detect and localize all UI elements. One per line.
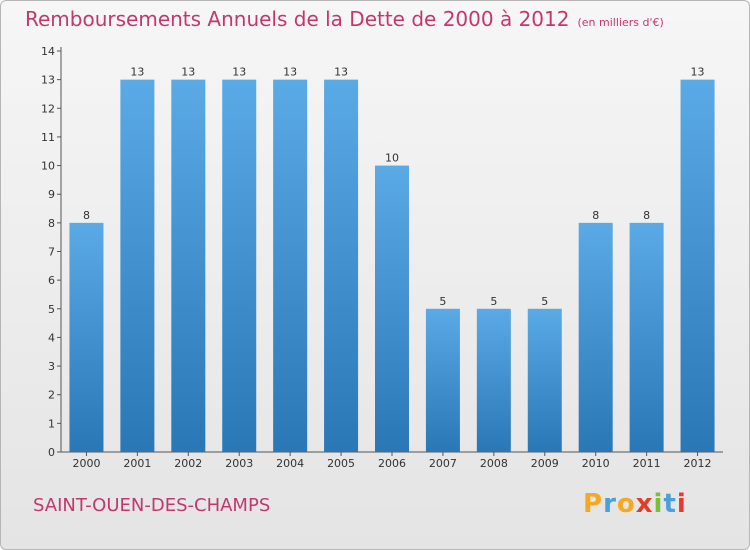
y-tick-label: 5 [48,303,55,316]
y-tick-label: 0 [48,446,55,459]
data-label: 5 [490,295,497,308]
bar [527,308,562,452]
x-tick-label: 2004 [276,457,304,470]
y-tick-label: 2 [48,389,55,402]
bar [222,79,257,453]
y-tick-label: 9 [48,188,55,201]
data-label: 13 [691,66,705,79]
y-tick-label: 1 [48,417,55,430]
chart-title-block: Remboursements Annuels de la Dette de 20… [25,7,664,31]
data-label: 13 [181,66,195,79]
data-label: 5 [541,295,548,308]
x-tick-label: 2007 [429,457,457,470]
x-tick-label: 2005 [327,457,355,470]
bar [680,79,715,453]
data-label: 8 [643,209,650,222]
bar [171,79,206,453]
x-tick-label: 2006 [378,457,406,470]
bar [273,79,308,453]
logo-letter: x [635,489,654,519]
x-tick-label: 2012 [684,457,712,470]
logo-letter: i [676,489,687,519]
bar [629,222,664,452]
x-tick-label: 2002 [174,457,202,470]
y-tick-label: 8 [48,217,55,230]
data-label: 13 [232,66,246,79]
bar [476,308,511,452]
x-tick-label: 2000 [72,457,100,470]
y-tick-label: 7 [48,246,55,259]
data-label: 5 [439,295,446,308]
chart-title: Remboursements Annuels de la Dette de 20… [25,7,570,31]
x-tick-label: 2011 [633,457,661,470]
bar [578,222,613,452]
x-tick-label: 2010 [582,457,610,470]
logo-letter: o [616,489,636,519]
y-tick-label: 11 [41,131,55,144]
y-tick-label: 10 [41,160,55,173]
x-tick-label: 2008 [480,457,508,470]
chart-subtitle: (en milliers d'€) [577,16,664,29]
y-tick-label: 12 [41,102,55,115]
x-tick-label: 2009 [531,457,559,470]
data-label: 13 [283,66,297,79]
y-tick-label: 6 [48,274,55,287]
bar [425,308,460,452]
data-label: 13 [130,66,144,79]
logo-letter: t [663,489,677,519]
data-label: 13 [334,66,348,79]
city-name: SAINT-OUEN-DES-CHAMPS [33,495,271,516]
bar [120,79,155,453]
x-tick-label: 2001 [123,457,151,470]
y-tick-label: 13 [41,74,55,87]
logo-letter: r [603,489,617,519]
y-tick-label: 3 [48,360,55,373]
bar [324,79,359,453]
proxiti-logo: Proxiti [583,489,687,519]
logo-letter: P [583,489,604,519]
data-label: 10 [385,152,399,165]
x-tick-label: 2003 [225,457,253,470]
bar [375,165,409,453]
bar [69,222,104,452]
y-tick-label: 14 [41,45,55,58]
logo-letter: i [653,489,664,519]
data-label: 8 [592,209,599,222]
y-tick-label: 4 [48,331,55,344]
data-label: 8 [83,209,90,222]
